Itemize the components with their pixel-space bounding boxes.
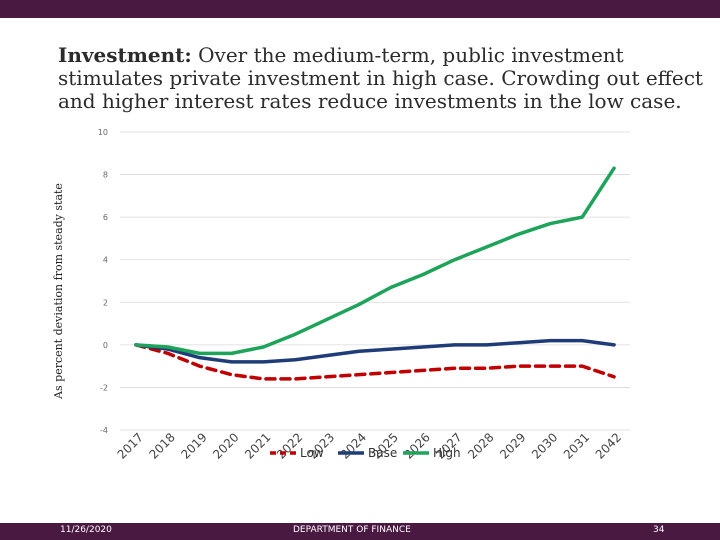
y-tick-label: -2: [100, 383, 108, 392]
legend-label-base: Base: [368, 446, 397, 460]
title-text: Over the medium-term, public investment …: [58, 43, 703, 113]
y-tick-label: 10: [98, 128, 108, 137]
top-bar: [0, 0, 720, 18]
series-line-low: [134, 343, 616, 381]
x-tick-label: 2042: [593, 430, 624, 461]
x-tick-label: 2018: [146, 430, 177, 461]
legend-label-low: Low: [300, 446, 324, 460]
title-bold: Investment:: [58, 43, 192, 67]
x-tick-label: 2029: [497, 430, 528, 461]
series-line-base: [134, 338, 616, 364]
x-tick-label: 2026: [401, 430, 432, 461]
x-tick-label: 2030: [529, 430, 560, 461]
footer-date: 11/26/2020: [60, 525, 112, 535]
slide-title: Investment: Over the medium-term, public…: [58, 44, 708, 113]
y-tick-label: -4: [100, 426, 108, 435]
y-tick-label: 2: [103, 298, 108, 307]
x-tick-label: 2017: [115, 430, 146, 461]
footer-department: DEPARTMENT OF FINANCE: [293, 525, 411, 535]
x-tick-label: 2028: [465, 430, 496, 461]
series-line-high: [134, 166, 616, 356]
x-tick-label: 2020: [210, 430, 241, 461]
y-tick-label: 8: [103, 171, 108, 180]
x-tick-label: 2031: [561, 430, 592, 461]
y-axis-label: As percent deviation from steady state: [52, 183, 65, 400]
y-tick-label: 4: [103, 256, 108, 265]
bottom-bar: [0, 523, 720, 540]
y-tick-label: 0: [103, 341, 108, 350]
x-tick-label: 2024: [338, 430, 369, 461]
y-tick-label: 6: [103, 213, 108, 222]
page-number: 34: [653, 525, 665, 535]
x-tick-label: 2019: [178, 430, 209, 461]
legend-label-high: High: [433, 446, 461, 460]
x-tick-label: 2021: [242, 430, 273, 461]
